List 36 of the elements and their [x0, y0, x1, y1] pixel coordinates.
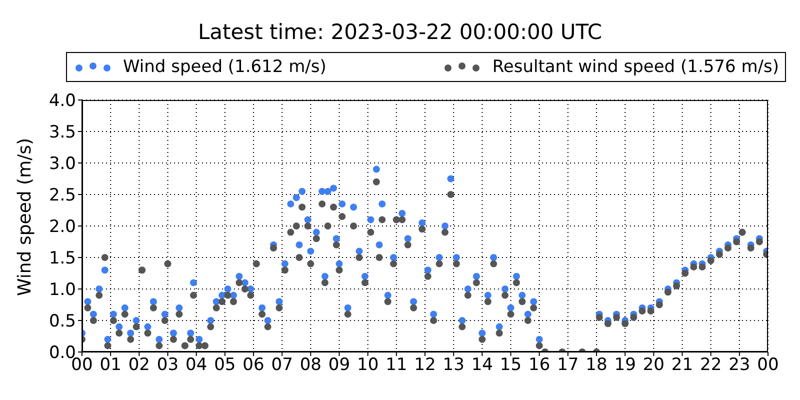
y-tick-label: 4.0 — [48, 91, 76, 112]
x-tick-label: 08 — [300, 355, 322, 376]
x-tick-label: 14 — [471, 355, 493, 376]
x-tick-label: 09 — [328, 355, 350, 376]
x-tick-label: 01 — [100, 355, 122, 376]
x-tick-label: 10 — [357, 355, 379, 376]
y-tick-label: 1.5 — [48, 248, 76, 269]
legend-label: Wind speed (1.612 m/s) — [123, 57, 326, 77]
y-tick-label: 2.5 — [48, 186, 76, 206]
x-tick-label: 06 — [242, 355, 264, 376]
y-tick-label: 3.5 — [48, 122, 76, 143]
y-tick-label: 2.0 — [48, 217, 76, 238]
x-tick-label: 21 — [671, 355, 694, 376]
x-tick-label: 13 — [442, 355, 464, 376]
x-tick-label: 16 — [528, 355, 550, 376]
y-tick-label: 1.0 — [48, 280, 76, 300]
x-tick-label: 19 — [614, 355, 636, 376]
x-tick-label: 04 — [186, 355, 208, 376]
x-tick-label: 15 — [500, 355, 522, 376]
x-tick-label: 23 — [728, 355, 750, 376]
x-tick-label: 00 — [757, 355, 779, 376]
x-tick-label: 18 — [586, 355, 608, 376]
chart-title: Latest time: 2023-03-22 00:00:00 UTC — [196, 20, 604, 44]
x-tick-label: 02 — [128, 355, 150, 376]
x-tick-label: 07 — [271, 355, 293, 376]
x-tick-label: 11 — [386, 355, 408, 376]
x-tick-label: 12 — [414, 355, 436, 376]
y-tick-label: 3.0 — [48, 154, 76, 174]
x-tick-label: 22 — [700, 355, 722, 376]
x-tick-label: 05 — [214, 355, 236, 376]
x-tick-label: 03 — [156, 355, 179, 376]
x-tick-label: 20 — [642, 355, 664, 376]
legend-label: Resultant wind speed (1.576 m/s) — [492, 57, 779, 77]
x-tick-label: 17 — [557, 355, 579, 376]
y-tick-label: 0.5 — [48, 312, 76, 332]
y-axis-title: Wind speed (m/s) — [14, 138, 36, 296]
